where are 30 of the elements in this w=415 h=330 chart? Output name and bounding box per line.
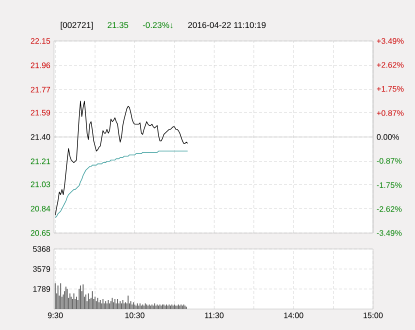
y-tick-label: 3579 — [32, 266, 50, 272]
x-tick-label: 14:00 — [284, 312, 304, 318]
y2-tick-label: +2.62% — [376, 62, 404, 68]
x-tick-label: 10:30 — [125, 312, 144, 318]
y2-tick-label: -3.49% — [376, 230, 402, 236]
y2-tick-label: -2.62% — [376, 206, 402, 212]
x-tick-label: 15:00 — [364, 312, 383, 318]
y-tick-label: 1789 — [33, 286, 50, 292]
y2-tick-label: +0.87% — [376, 110, 404, 116]
y2-tick-label: 0.00% — [376, 134, 399, 140]
y-tick-label: 21.40 — [30, 134, 50, 140]
y2-tick-label: -1.75% — [376, 182, 402, 188]
y-tick-label: 20.65 — [30, 230, 50, 236]
text: 21.35 — [108, 22, 128, 28]
y-tick-label: 22.15 — [30, 38, 50, 44]
y2-tick-label: -0.87% — [376, 158, 402, 164]
chart-title: [002721] — [60, 22, 93, 30]
y-tick-label: 21.03 — [30, 182, 50, 188]
text: 2016-04-22 11:10:19 — [188, 22, 266, 28]
y2-tick-label: +3.49% — [376, 38, 404, 44]
y-tick-label: 21.77 — [30, 86, 50, 92]
y-tick-label: 5368 — [32, 246, 50, 252]
y-tick-label: 21.21 — [30, 158, 50, 164]
y-tick-label: 21.59 — [30, 110, 50, 116]
text: -0.23%↓ — [142, 22, 173, 28]
y-tick-label: 20.84 — [30, 206, 50, 212]
y-tick-label: 21.96 — [30, 62, 50, 68]
y2-tick-label: +1.75% — [376, 86, 404, 92]
x-tick-label: 11:30 — [205, 312, 224, 318]
x-tick-label: 9:30 — [48, 312, 63, 318]
